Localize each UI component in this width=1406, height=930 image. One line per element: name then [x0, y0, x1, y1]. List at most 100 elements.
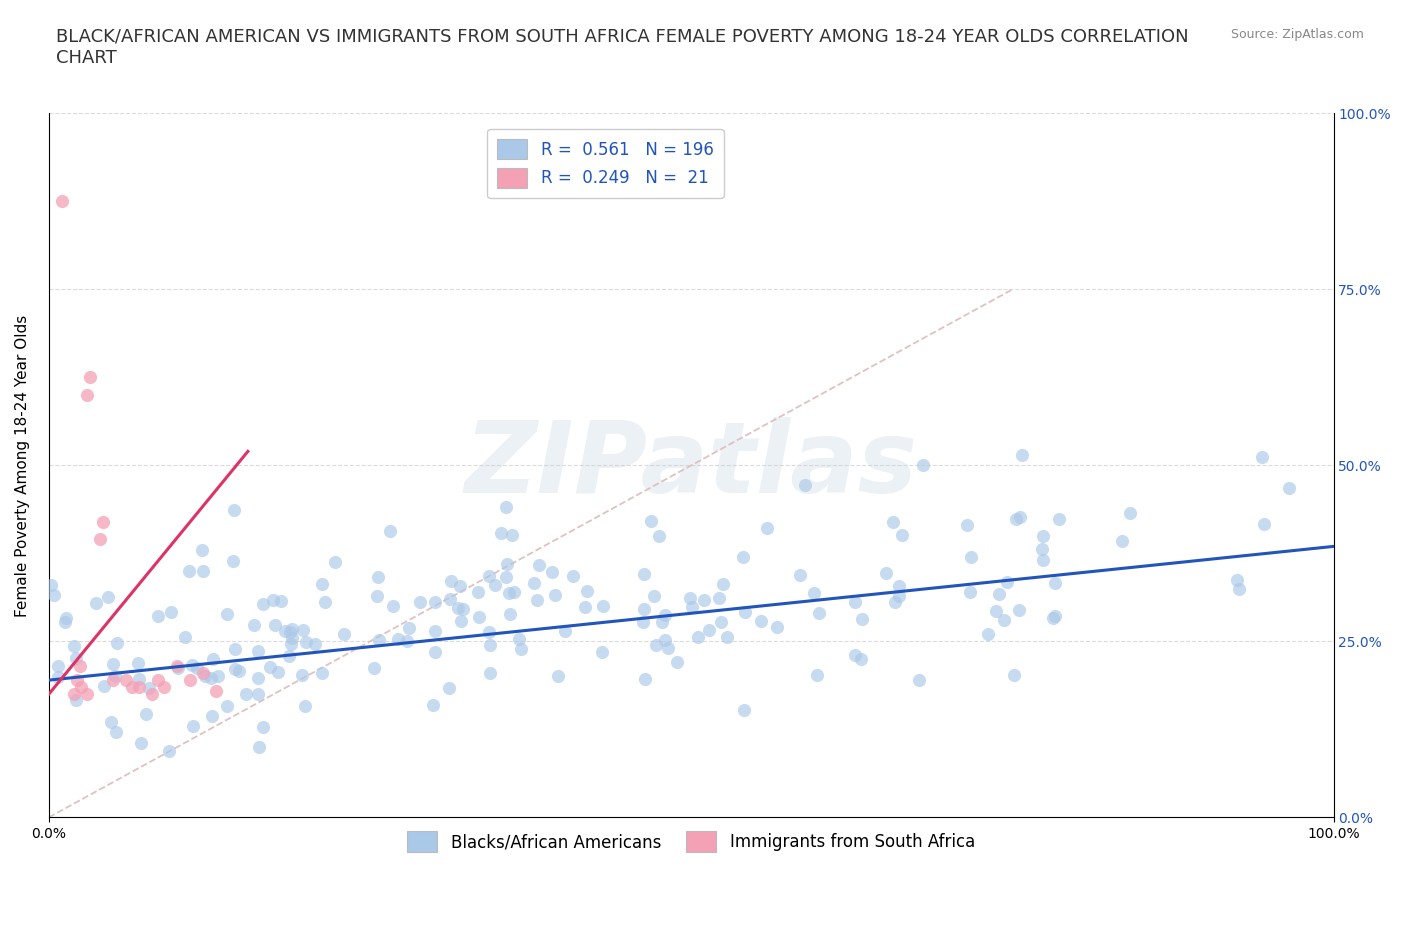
Point: [960, 550, 983, 565]
Point: [654, 632, 676, 647]
Point: [153, 680, 176, 695]
Point: [875, 565, 897, 580]
Point: [252, 720, 274, 735]
Point: [681, 600, 703, 615]
Point: [252, 597, 274, 612]
Point: [243, 618, 266, 632]
Point: [498, 606, 520, 621]
Point: [478, 665, 501, 680]
Point: [247, 671, 270, 685]
Point: [716, 630, 738, 644]
Point: [191, 666, 214, 681]
Point: [1008, 510, 1031, 525]
Point: [554, 624, 576, 639]
Text: Source: ZipAtlas.com: Source: ZipAtlas.com: [1230, 28, 1364, 41]
Point: [177, 564, 200, 578]
Point: [105, 724, 128, 739]
Point: [496, 556, 519, 571]
Point: [193, 564, 215, 578]
Point: [844, 594, 866, 609]
Point: [1045, 609, 1067, 624]
Point: [89, 532, 111, 547]
Point: [101, 672, 124, 687]
Point: [332, 626, 354, 641]
Point: [174, 630, 197, 644]
Point: [314, 594, 336, 609]
Point: [179, 672, 201, 687]
Point: [591, 644, 613, 659]
Point: [884, 595, 907, 610]
Point: [498, 586, 520, 601]
Point: [1032, 552, 1054, 567]
Point: [478, 637, 501, 652]
Point: [503, 585, 526, 600]
Point: [541, 565, 564, 579]
Point: [291, 622, 314, 637]
Point: [46, 670, 69, 684]
Point: [166, 661, 188, 676]
Point: [988, 586, 1011, 601]
Point: [1004, 668, 1026, 683]
Point: [217, 698, 239, 713]
Y-axis label: Female Poverty Among 18-24 Year Olds: Female Poverty Among 18-24 Year Olds: [15, 314, 30, 617]
Point: [222, 503, 245, 518]
Point: [1032, 528, 1054, 543]
Point: [908, 673, 931, 688]
Point: [793, 478, 815, 493]
Point: [181, 658, 204, 673]
Point: [501, 527, 523, 542]
Point: [686, 630, 709, 644]
Point: [633, 566, 655, 581]
Point: [280, 637, 302, 652]
Point: [378, 524, 401, 538]
Point: [666, 655, 689, 670]
Point: [207, 669, 229, 684]
Point: [263, 618, 285, 632]
Point: [709, 615, 731, 630]
Point: [547, 669, 569, 684]
Point: [146, 609, 169, 624]
Point: [1251, 449, 1274, 464]
Point: [204, 684, 226, 698]
Point: [278, 624, 301, 639]
Point: [247, 687, 270, 702]
Point: [51, 194, 73, 209]
Legend: Blacks/African Americans, Immigrants from South Africa: Blacks/African Americans, Immigrants fro…: [401, 825, 981, 858]
Point: [281, 631, 304, 645]
Point: [423, 595, 446, 610]
Point: [749, 614, 772, 629]
Point: [1042, 610, 1064, 625]
Point: [66, 672, 89, 687]
Point: [65, 692, 87, 707]
Point: [181, 719, 204, 734]
Point: [235, 686, 257, 701]
Point: [55, 611, 77, 626]
Point: [114, 672, 136, 687]
Point: [274, 624, 297, 639]
Point: [844, 647, 866, 662]
Point: [478, 625, 501, 640]
Point: [709, 591, 731, 605]
Point: [755, 521, 778, 536]
Point: [789, 567, 811, 582]
Point: [247, 739, 270, 754]
Point: [396, 633, 419, 648]
Point: [1253, 517, 1275, 532]
Point: [128, 680, 150, 695]
Point: [803, 585, 825, 600]
Point: [423, 624, 446, 639]
Point: [806, 668, 828, 683]
Point: [409, 595, 432, 610]
Point: [63, 639, 86, 654]
Point: [997, 575, 1019, 590]
Point: [447, 601, 470, 616]
Point: [76, 388, 98, 403]
Point: [104, 669, 127, 684]
Point: [363, 661, 385, 676]
Point: [259, 659, 281, 674]
Point: [202, 651, 225, 666]
Point: [201, 709, 224, 724]
Point: [1119, 505, 1142, 520]
Point: [765, 619, 787, 634]
Point: [222, 554, 245, 569]
